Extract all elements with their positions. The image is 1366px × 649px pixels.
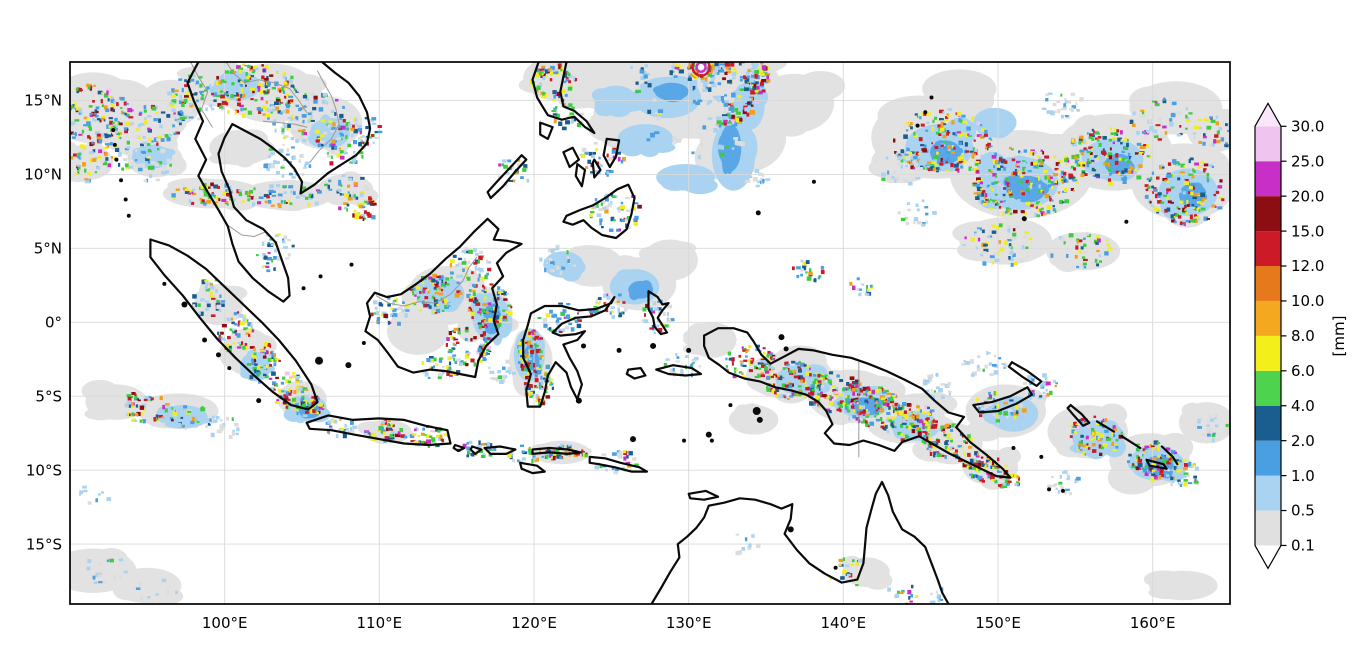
x-tick-label: 100°E (202, 614, 248, 632)
y-tick-label: 5°S (35, 387, 62, 405)
colorbar-tick-label: 4.0 (1291, 397, 1315, 415)
colorbar-tick-label: 1.0 (1291, 467, 1315, 485)
map-frame (69, 61, 1231, 605)
colorbar-tick-label: 10.0 (1291, 292, 1324, 310)
y-tick-label: 10°S (26, 461, 62, 479)
gridlines-layer (70, 62, 1230, 604)
colorbar-tick-label: 6.0 (1291, 362, 1315, 380)
colorbar: 0.1 0.5 1.0 2.0 4.0 6.0 8.0 10.0 12.0 15.0 20.0 25.… (1254, 102, 1348, 570)
y-tick-label: 0° (45, 313, 62, 331)
colorbar-tick-label: 0.1 (1291, 537, 1315, 555)
colorbar-tick-label: 20.0 (1291, 187, 1324, 205)
colorbar-tick-label: 12.0 (1291, 257, 1324, 275)
y-tick-label: 10°N (24, 166, 62, 184)
x-tick-label: 130°E (666, 614, 712, 632)
colorbar-tick-label: 15.0 (1291, 222, 1324, 240)
colorbar-tick-label: 2.0 (1291, 432, 1315, 450)
convective-cells-layer (49, 63, 1237, 607)
y-tick-label: 15°N (24, 92, 62, 110)
colorbar-tick-label: 25.0 (1291, 152, 1324, 170)
x-tick-label: 110°E (357, 614, 403, 632)
y-tick-label: 5°N (34, 240, 62, 258)
axis-labels: 15°N 10°N 5°N 0° 5°S 10°S 15°S 100°E 110°E 120°E 1… (24, 92, 1175, 632)
x-tick-label: 150°E (975, 614, 1021, 632)
x-tick-label: 120°E (511, 614, 557, 632)
y-tick-label: 15°S (26, 535, 62, 553)
colorbar-unit-label: [mm] (1330, 316, 1348, 357)
colorbar-tick-label: 30.0 (1291, 118, 1324, 136)
colorbar-tick-label: 0.5 (1291, 502, 1315, 520)
x-tick-label: 160°E (1130, 614, 1176, 632)
colorbar-tick-label: 8.0 (1291, 327, 1315, 345)
x-tick-label: 140°E (821, 614, 867, 632)
coastlines-layer (111, 60, 1179, 606)
